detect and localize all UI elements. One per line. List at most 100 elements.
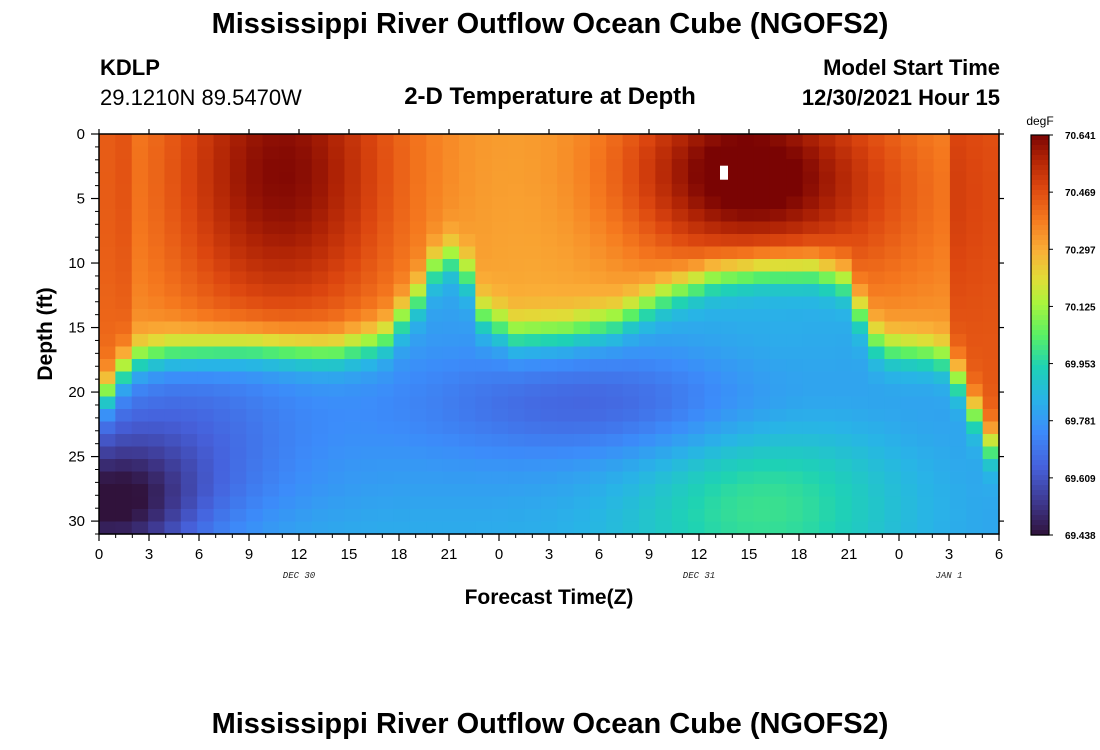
heatmap-cell — [802, 521, 820, 535]
heatmap-cell — [328, 146, 346, 160]
heatmap-cell — [164, 234, 182, 248]
heatmap-cell — [262, 346, 280, 360]
heatmap-cell — [589, 334, 607, 348]
heatmap-cell — [737, 196, 755, 210]
heatmap-cell — [491, 296, 509, 310]
heatmap-cell — [769, 371, 787, 385]
heatmap-cell — [475, 259, 493, 273]
heatmap-cell — [982, 246, 1000, 260]
heatmap-cell — [393, 334, 411, 348]
heatmap-cell — [344, 421, 362, 435]
heatmap-cell — [459, 334, 476, 348]
heatmap-cell — [557, 409, 575, 423]
heatmap-cell — [148, 146, 166, 160]
heatmap-cell — [360, 134, 378, 148]
heatmap-cell — [557, 209, 575, 223]
heatmap-cell — [524, 259, 542, 273]
heatmap-cell — [573, 359, 591, 373]
heatmap-cell — [459, 521, 476, 535]
heatmap-cell — [769, 284, 787, 298]
heatmap-cell — [655, 234, 673, 248]
colorbar-swatch — [1031, 385, 1049, 391]
heatmap-cell — [164, 171, 182, 185]
heatmap-cell — [704, 446, 722, 460]
heatmap-cell — [639, 484, 656, 498]
heatmap-cell — [246, 134, 264, 148]
heatmap-cell — [737, 421, 755, 435]
colorbar-swatch — [1031, 350, 1049, 356]
heatmap-cell — [131, 296, 149, 310]
heatmap-cell — [606, 496, 624, 510]
heatmap-cell — [246, 396, 264, 410]
heatmap-cell — [311, 396, 329, 410]
heatmap-cell — [164, 284, 182, 298]
heatmap-cell — [884, 159, 902, 173]
heatmap-cell — [131, 384, 149, 398]
heatmap-cell — [573, 334, 591, 348]
x-tick-label: 6 — [195, 546, 203, 563]
heatmap-cell — [426, 346, 444, 360]
heatmap-cell — [949, 396, 967, 410]
heatmap-cell — [540, 159, 558, 173]
heatmap-cell — [606, 171, 624, 185]
heatmap-cell — [115, 409, 133, 423]
heatmap-cell — [409, 471, 427, 485]
heatmap-cell — [344, 284, 362, 298]
heatmap-cell — [279, 321, 296, 335]
heatmap-cell — [917, 471, 935, 485]
heatmap-cell — [491, 234, 509, 248]
x-tick-label: 18 — [391, 546, 408, 563]
heatmap-cell — [377, 296, 395, 310]
colorbar-swatch — [1031, 280, 1049, 286]
heatmap-cell — [540, 334, 558, 348]
heatmap-cell — [639, 371, 656, 385]
heatmap-cell — [328, 471, 346, 485]
heatmap-cell — [704, 309, 722, 323]
heatmap-cell — [508, 146, 526, 160]
heatmap-cell — [491, 396, 509, 410]
heatmap-cell — [328, 359, 346, 373]
heatmap-cell — [131, 184, 149, 198]
heatmap-cells — [99, 134, 1000, 535]
heatmap-cell — [99, 171, 116, 185]
date-label: DEC 31 — [683, 571, 715, 581]
heatmap-cell — [131, 359, 149, 373]
heatmap-cell — [949, 221, 967, 235]
colorbar-swatch — [1031, 425, 1049, 431]
heatmap-cell — [328, 246, 346, 260]
heatmap-cell — [164, 334, 182, 348]
heatmap-cell — [917, 159, 935, 173]
heatmap-cell — [900, 396, 918, 410]
heatmap-cell — [99, 146, 116, 160]
heatmap-cell — [246, 296, 264, 310]
heatmap-cell — [246, 459, 264, 473]
heatmap-cell — [377, 359, 395, 373]
heatmap-cell — [671, 259, 689, 273]
heatmap-cell — [131, 496, 149, 510]
heatmap-cell — [606, 134, 624, 148]
heatmap-cell — [164, 321, 182, 335]
heatmap-cell — [246, 509, 264, 523]
heatmap-cell — [164, 221, 182, 235]
heatmap-cell — [753, 159, 771, 173]
heatmap-cell — [508, 409, 526, 423]
heatmap-cell — [426, 471, 444, 485]
heatmap-cell — [344, 396, 362, 410]
heatmap-cell — [949, 334, 967, 348]
heatmap-cell — [344, 371, 362, 385]
heatmap-cell — [426, 159, 444, 173]
heatmap-cell — [589, 521, 607, 535]
heatmap-cell — [917, 509, 935, 523]
heatmap-cell — [639, 234, 656, 248]
heatmap-cell — [606, 434, 624, 448]
heatmap-cell — [589, 409, 607, 423]
colorbar-swatch — [1031, 165, 1049, 171]
heatmap-cell — [311, 409, 329, 423]
heatmap-cell — [737, 134, 755, 148]
heatmap-cell — [246, 446, 264, 460]
colorbar-swatch — [1031, 410, 1049, 416]
heatmap-cell — [802, 384, 820, 398]
heatmap-cell — [279, 221, 296, 235]
colorbar-swatch — [1031, 290, 1049, 296]
heatmap-cell — [213, 496, 231, 510]
